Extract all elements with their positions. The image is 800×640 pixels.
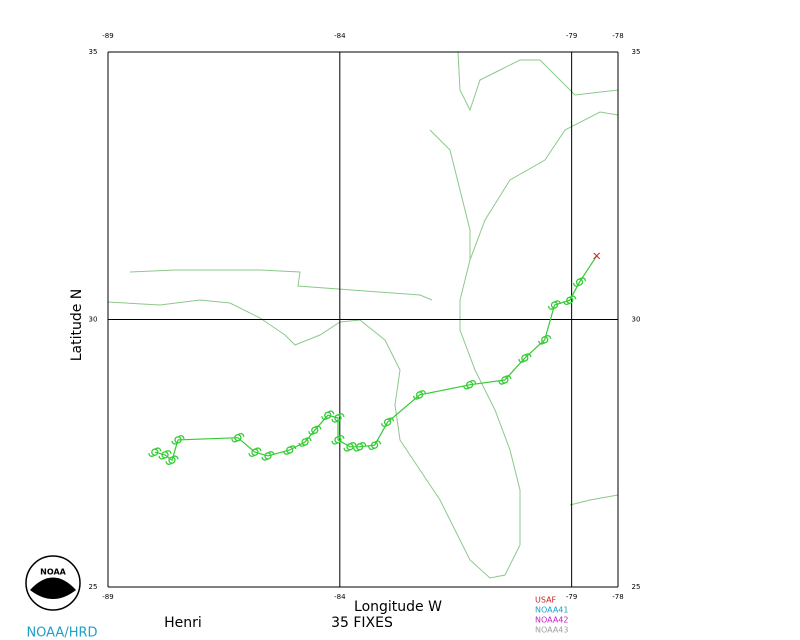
x-tick-label: -78 — [612, 32, 623, 40]
fix-symbol — [308, 425, 322, 436]
fix-arm — [380, 417, 395, 427]
y-tick-label: 30 — [89, 316, 98, 324]
fix-symbol — [518, 353, 532, 363]
fix-arm — [148, 447, 162, 457]
y-axis-label: Latitude N — [69, 289, 85, 362]
x-tick-label: -78 — [612, 593, 623, 601]
legend-entry: USAF — [535, 596, 557, 605]
x-tick-label: -89 — [102, 593, 113, 601]
fix-arm — [462, 380, 477, 390]
fix-symbol — [538, 335, 552, 345]
fix-arm — [572, 277, 587, 287]
fix-symbol — [367, 440, 382, 450]
fix-symbol — [261, 451, 275, 461]
fix-arm — [248, 447, 262, 457]
fix-symbol — [171, 435, 185, 445]
fix-symbol — [563, 295, 577, 306]
fix-arm — [158, 450, 172, 460]
fix-symbol — [248, 447, 262, 457]
fix-symbol — [498, 375, 512, 385]
y-tick-label: 35 — [89, 48, 98, 56]
logo-wave — [30, 577, 76, 599]
fix-arm — [538, 335, 552, 345]
y-tick-label: 30 — [632, 316, 641, 324]
fix-symbol — [353, 442, 367, 452]
fix-arm — [367, 440, 382, 450]
y-tick-label: 25 — [89, 583, 98, 591]
fix-arm — [343, 442, 357, 452]
track-end — [593, 252, 601, 260]
credit: NOAA/HRD — [26, 626, 97, 640]
x-tick-label: -79 — [566, 593, 577, 601]
fix-symbol — [380, 417, 395, 427]
fix-arm — [498, 375, 512, 385]
fix-arm — [231, 432, 245, 443]
fix-symbol — [331, 435, 345, 445]
fix-symbol — [331, 413, 345, 423]
fix-symbol — [283, 445, 297, 455]
logo-text: NOAA — [40, 568, 66, 577]
y-tick-label: 25 — [632, 583, 641, 591]
map-frame: -89 -89 -84 -84 -79 -79 -78 -78 35 35 30 30 25 25 — [89, 32, 641, 601]
fix-symbol — [321, 410, 335, 421]
fix-arm — [261, 451, 275, 461]
x-tick-label: -89 — [102, 32, 113, 40]
x-tick-label: -84 — [334, 593, 346, 601]
fix-symbol — [547, 300, 562, 310]
x-tick-label: -84 — [334, 32, 346, 40]
state-border — [457, 51, 619, 112]
fix-symbol — [231, 432, 245, 443]
fix-count: 35 FIXES — [331, 615, 393, 631]
fix-symbol — [572, 277, 587, 287]
noaa-logo: NOAA — [25, 555, 81, 611]
legend-entry: NOAA41 — [535, 606, 569, 615]
storm-name: Henri — [164, 615, 202, 631]
fix-arm — [353, 442, 367, 452]
state-border — [129, 269, 433, 301]
legend-entry: NOAA43 — [535, 626, 569, 635]
fix-symbol — [298, 437, 312, 447]
fix-arm — [298, 437, 312, 447]
fix-symbol — [343, 442, 357, 452]
fix-arm — [563, 295, 577, 306]
fix-arm — [412, 390, 427, 400]
track-line — [154, 255, 598, 462]
fix-symbol — [148, 447, 162, 457]
legend-entry: NOAA42 — [535, 616, 569, 625]
fix-arm — [331, 413, 345, 423]
fix-symbol — [462, 380, 477, 390]
coastline — [107, 51, 619, 579]
fix-arm — [518, 353, 532, 363]
y-tick-label: 35 — [632, 48, 641, 56]
fix-symbol — [165, 455, 179, 465]
fix-arm — [171, 435, 185, 445]
fix-arm — [331, 435, 345, 445]
end-marker — [593, 252, 601, 260]
fix-arm — [547, 300, 562, 310]
x-axis-label: Longitude W — [354, 599, 442, 615]
fix-arm — [283, 445, 297, 455]
x-tick-label: -79 — [566, 32, 577, 40]
fix-arm — [321, 410, 335, 421]
coast-outline — [107, 111, 619, 579]
fix-symbol — [412, 390, 427, 400]
fix-arm — [165, 455, 179, 465]
storm-track — [148, 252, 601, 465]
state-border — [429, 129, 471, 260]
fix-arm — [308, 425, 322, 436]
island — [569, 494, 619, 506]
fix-symbol — [158, 450, 172, 460]
